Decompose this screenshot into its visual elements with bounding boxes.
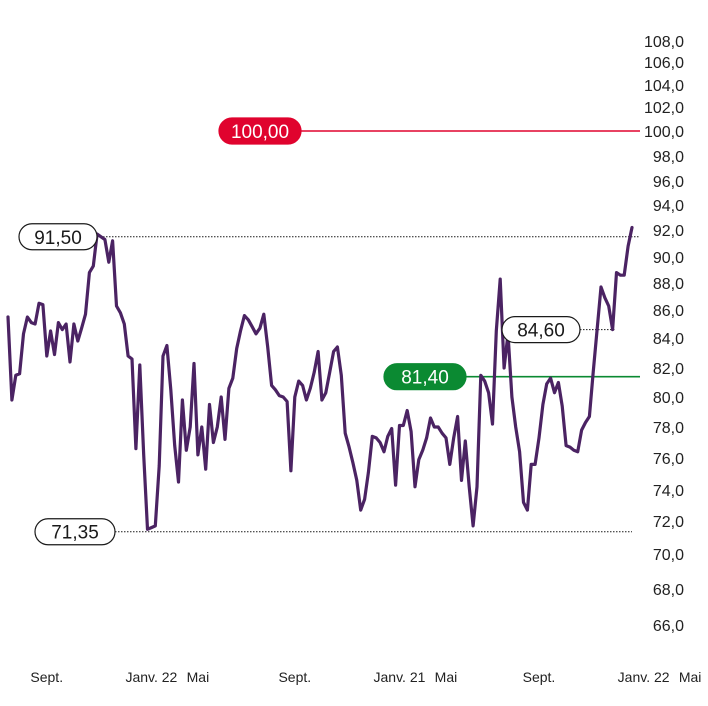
callout-label: 84,60 <box>517 321 565 342</box>
x-axis: Sept. Janv. 22 Mai Sept. Janv. 21 Mai Sept. Jan… <box>30 669 701 685</box>
y-tick-label: 100,0 <box>644 124 684 141</box>
y-tick-label: 92,0 <box>653 223 684 240</box>
y-tick-label: 102,0 <box>644 100 684 117</box>
y-tick-label: 76,0 <box>653 451 684 468</box>
reference-callout: 84,60 <box>501 316 581 344</box>
y-tick-label: 86,0 <box>653 303 684 320</box>
y-tick-label: 84,0 <box>653 331 684 348</box>
callout-label: 91,50 <box>34 228 82 249</box>
y-tick-label: 72,0 <box>653 514 684 531</box>
x-tick-label: Janv. 22 <box>125 669 177 685</box>
y-tick-label: 94,0 <box>653 198 684 215</box>
callout-pill <box>501 316 581 344</box>
reference-callout: 91,50 <box>18 223 98 251</box>
x-tick-label: Sept. <box>278 669 311 685</box>
callout-label: 71,35 <box>51 523 99 544</box>
reference-callout: 71,35 <box>34 518 116 546</box>
callout-pill <box>18 223 98 251</box>
y-tick-label: 96,0 <box>653 174 684 191</box>
y-tick-label: 104,0 <box>644 78 684 95</box>
series-layer <box>6 225 634 531</box>
y-tick-label: 106,0 <box>644 55 684 72</box>
x-tick-label: Sept. <box>30 669 63 685</box>
x-tick-label: Janv. 21 <box>374 669 426 685</box>
callout-pill <box>34 518 116 546</box>
callout-label: 100,00 <box>231 122 289 143</box>
x-tick-label: Mai <box>435 669 458 685</box>
y-tick-label: 108,0 <box>644 34 684 51</box>
x-tick-label: Mai <box>187 669 210 685</box>
series-line <box>6 225 634 531</box>
y-tick-label: 88,0 <box>653 276 684 293</box>
reference-callout: 81,40 <box>383 363 467 391</box>
callouts: 100,00 91,50 84,60 81,40 71,35 <box>18 117 581 546</box>
y-tick-label: 78,0 <box>653 420 684 437</box>
reference-callout: 100,00 <box>218 117 302 145</box>
x-tick-label: Mai <box>679 669 702 685</box>
y-tick-label: 66,0 <box>653 618 684 635</box>
callout-pill <box>218 117 302 145</box>
y-tick-label: 70,0 <box>653 547 684 564</box>
y-tick-label: 74,0 <box>653 483 684 500</box>
x-tick-label: Sept. <box>523 669 556 685</box>
y-tick-label: 68,0 <box>653 582 684 599</box>
callout-label: 81,40 <box>401 368 449 389</box>
callout-pill <box>383 363 467 391</box>
y-tick-label: 90,0 <box>653 250 684 267</box>
x-tick-label: Janv. 22 <box>618 669 670 685</box>
y-tick-label: 98,0 <box>653 149 684 166</box>
y-tick-label: 82,0 <box>653 361 684 378</box>
y-axis: 108,0 106,0 104,0 102,0 100,0 98,0 96,0 94,0 92,… <box>644 34 684 635</box>
y-tick-label: 80,0 <box>653 390 684 407</box>
